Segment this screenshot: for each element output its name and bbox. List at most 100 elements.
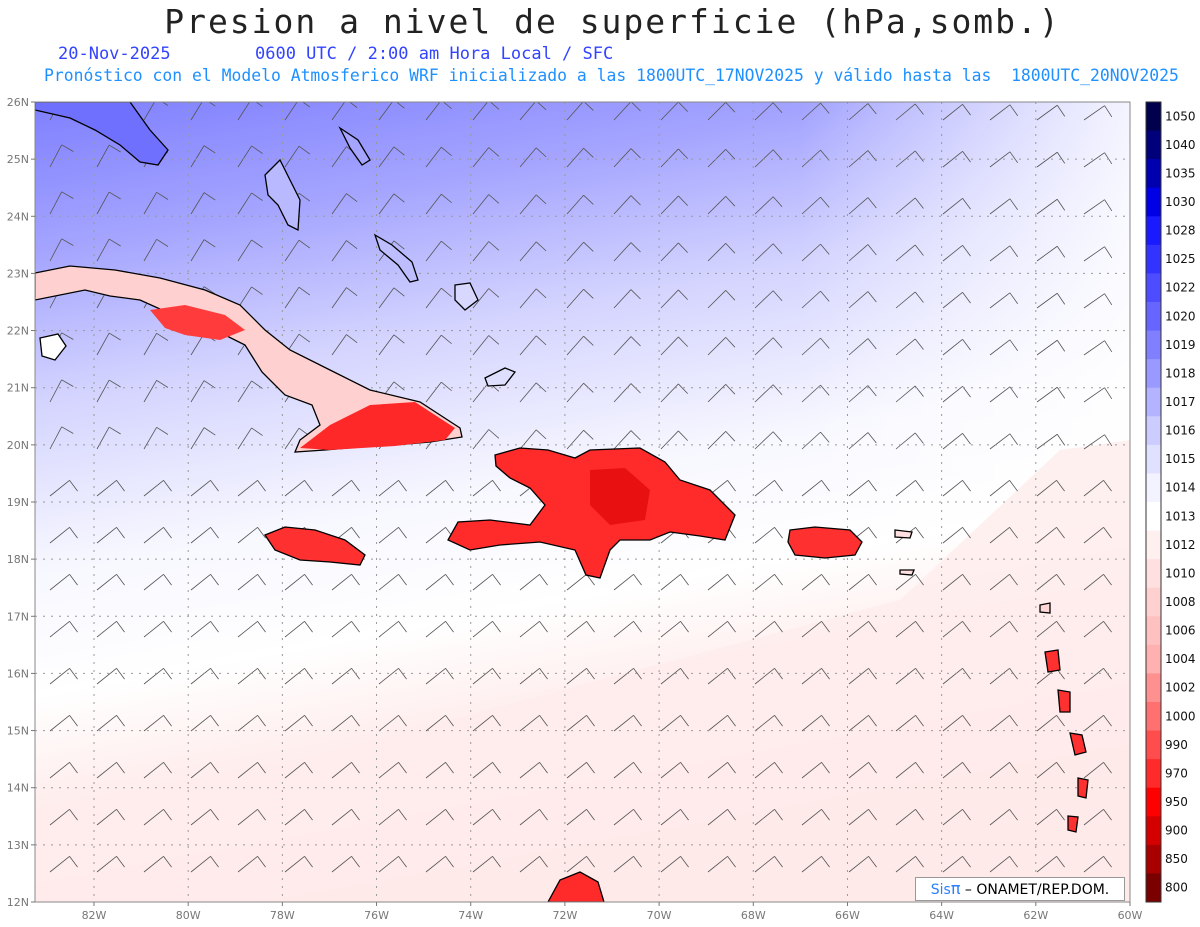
wind-barb [143, 427, 169, 450]
wind-barb [895, 621, 924, 638]
wind-barb [284, 145, 311, 168]
model-info: Pronóstico con el Modelo Atmosferico WRF… [44, 66, 1179, 85]
wind-barb [660, 102, 688, 121]
wind-barb [754, 149, 783, 168]
wind-barb [942, 104, 971, 121]
colorbar-label: 1010 [1165, 566, 1196, 580]
wind-barb [989, 527, 1018, 544]
colorbar-swatch [1146, 587, 1161, 617]
colorbar-swatch [1146, 530, 1161, 560]
lon-label: 70W [647, 909, 672, 922]
wind-barb [895, 715, 924, 732]
colorbar-label: 1035 [1165, 166, 1196, 180]
wind-barb [989, 809, 1018, 826]
wind-barb [519, 241, 547, 262]
wind-barb [660, 242, 688, 262]
wind-barb [566, 668, 595, 685]
wind-barb [1036, 621, 1065, 638]
wind-barb [660, 336, 688, 356]
wind-barb [49, 856, 78, 873]
wind-barb [613, 856, 642, 873]
puerto-rico [787, 526, 863, 559]
wind-barb [989, 715, 1018, 732]
wind-barb [425, 334, 452, 356]
colorbar-swatch [1146, 330, 1161, 360]
wind-barb [284, 856, 313, 873]
wind-barb [519, 288, 547, 309]
wind-barb [237, 715, 266, 732]
wind-barb [1036, 480, 1065, 497]
lat-label: 18N [7, 553, 29, 566]
sispi-logo: Sis [930, 882, 951, 898]
wind-barb [707, 715, 736, 732]
wind-barb [848, 715, 877, 732]
colorbar-label: 1040 [1165, 138, 1196, 152]
wind-barb [331, 480, 360, 497]
wind-barb [754, 480, 783, 497]
wind-barb [284, 762, 313, 779]
wind-barb [989, 856, 1018, 873]
dominica [1057, 689, 1071, 713]
wind-barb [190, 668, 219, 685]
wind-barb [519, 668, 548, 685]
wind-barb [378, 334, 405, 356]
wind-barb [378, 762, 407, 779]
wind-barb [1083, 527, 1112, 544]
colorbar-label: 1018 [1165, 366, 1196, 380]
wind-barb [613, 289, 641, 309]
map-title: Presion a nivel de superficie (hPa,somb.… [164, 2, 1061, 41]
wind-barb [519, 762, 548, 779]
map-field [35, 102, 1130, 902]
wind-barb [613, 715, 642, 732]
wind-barb [472, 809, 501, 826]
wind-barb [707, 574, 736, 591]
wind-barb [895, 574, 924, 591]
wind-barb [237, 621, 266, 638]
wind-barb [1036, 198, 1066, 215]
colorbar-label: 1015 [1165, 452, 1196, 466]
wind-barb [425, 762, 454, 779]
wind-barb [1083, 152, 1113, 168]
lon-label: 62W [1023, 909, 1048, 922]
lat-label: 13N [7, 839, 29, 852]
wind-barb [1083, 621, 1112, 638]
wind-barb [848, 197, 877, 215]
wind-barb [754, 668, 783, 685]
wind-barb [284, 574, 313, 591]
wind-barb [613, 383, 641, 403]
wind-barb [1036, 856, 1065, 873]
wind-barb [284, 621, 313, 638]
wind-barb [143, 380, 169, 403]
st-lucia [1077, 777, 1089, 799]
wind-barb [895, 103, 924, 121]
wind-barb [707, 243, 736, 262]
florida [35, 102, 169, 166]
wind-barb [96, 668, 125, 685]
wind-barb [1083, 480, 1112, 497]
wind-barb [848, 621, 877, 638]
wind-barb [472, 288, 500, 309]
colorbar-swatch [1146, 159, 1161, 189]
colorbar-label: 990 [1165, 738, 1188, 752]
wind-barb [1036, 433, 1066, 450]
wind-barb [1083, 199, 1113, 215]
wind-barb [96, 238, 121, 262]
wind-barb [754, 621, 783, 638]
wind-barb [1036, 762, 1065, 779]
wind-barb [96, 762, 125, 779]
wind-barb [848, 856, 877, 873]
wind-barb [895, 338, 924, 356]
colorbar-label: 1017 [1165, 395, 1196, 409]
wind-barb [848, 291, 877, 309]
wind-barb [660, 574, 689, 591]
colorbar-label: 1022 [1165, 281, 1196, 295]
wind-barb [49, 668, 78, 685]
lon-label: 60W [1118, 909, 1143, 922]
wind-barb [1083, 246, 1113, 262]
colorbar-swatch [1146, 730, 1161, 760]
colorbar-label: 970 [1165, 766, 1188, 780]
wind-barb [895, 809, 924, 826]
colorbar-label: 1008 [1165, 595, 1196, 609]
wind-barb [754, 715, 783, 732]
